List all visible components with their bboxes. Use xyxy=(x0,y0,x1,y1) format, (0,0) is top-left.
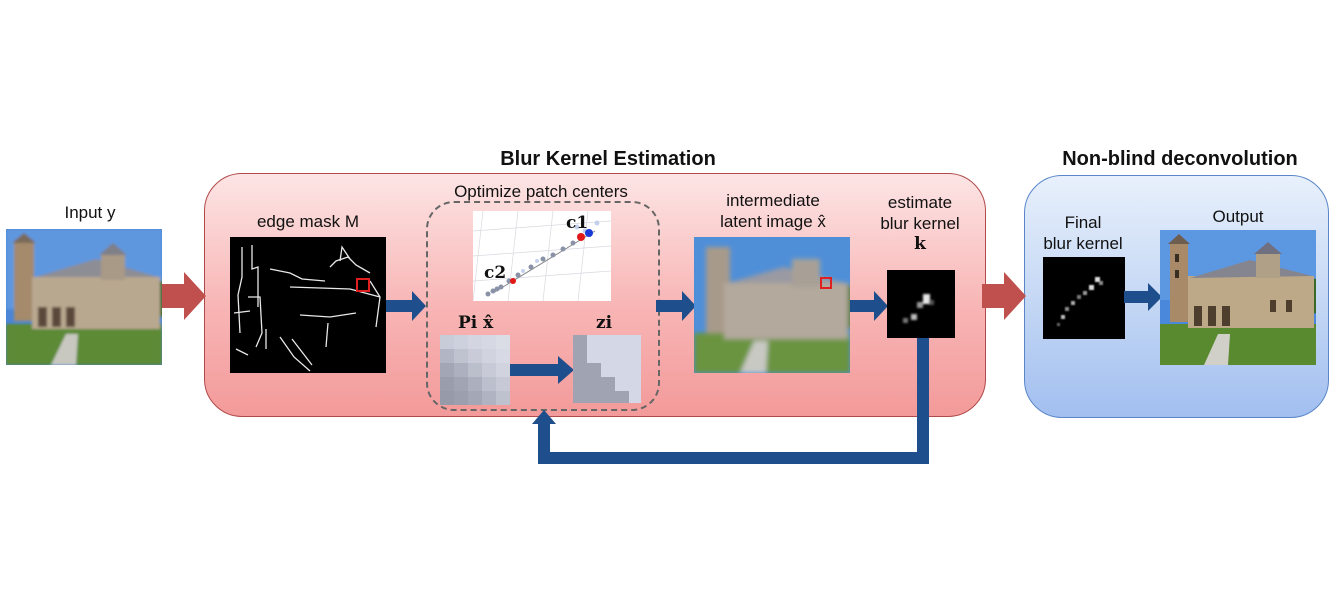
blue-arrow-optimize xyxy=(656,291,696,321)
c1-label: c1 xyxy=(566,213,589,233)
input-label: Input y xyxy=(64,203,116,222)
blue-arrow-patch xyxy=(510,356,574,384)
zi-label: zi xyxy=(596,313,613,333)
blue-arrow-intermediate xyxy=(850,291,888,321)
intermediate-label: intermediate latent image x̂ xyxy=(720,191,826,231)
estimated-blur-kernel-image xyxy=(887,270,955,338)
non-blind-deconvolution-title: Non-blind deconvolution xyxy=(1062,148,1298,170)
edge-mask-image xyxy=(230,237,386,373)
optimize-patch-centers-label: Optimize patch centers xyxy=(454,182,628,201)
edge-mask-label: edge mask M xyxy=(256,212,360,231)
blur-kernel-estimation-title: Blur Kernel Estimation xyxy=(500,148,716,170)
sharp-patch-image xyxy=(573,335,641,403)
pi-xhat-label: Pi x̂ xyxy=(458,313,494,333)
estimate-kernel-label: estimate blur kernel k xyxy=(880,193,960,254)
blue-arrow-final xyxy=(1124,283,1162,311)
patch-center-scatter-plot xyxy=(473,211,611,301)
blurred-patch-image xyxy=(440,335,510,405)
final-kernel-label: Final blur kernel xyxy=(1043,213,1123,253)
output-image xyxy=(1160,230,1316,365)
intermediate-latent-image xyxy=(694,237,850,373)
input-blurred-image xyxy=(6,229,162,365)
c2-label: c2 xyxy=(484,263,507,283)
red-arrow-deconvolution xyxy=(982,272,1026,320)
red-arrow-input xyxy=(162,272,206,320)
feedback-loop-arrow xyxy=(532,338,929,464)
final-blur-kernel-image xyxy=(1043,257,1125,339)
output-label: Output xyxy=(1212,207,1264,226)
blue-arrow-edgemask xyxy=(386,291,426,321)
